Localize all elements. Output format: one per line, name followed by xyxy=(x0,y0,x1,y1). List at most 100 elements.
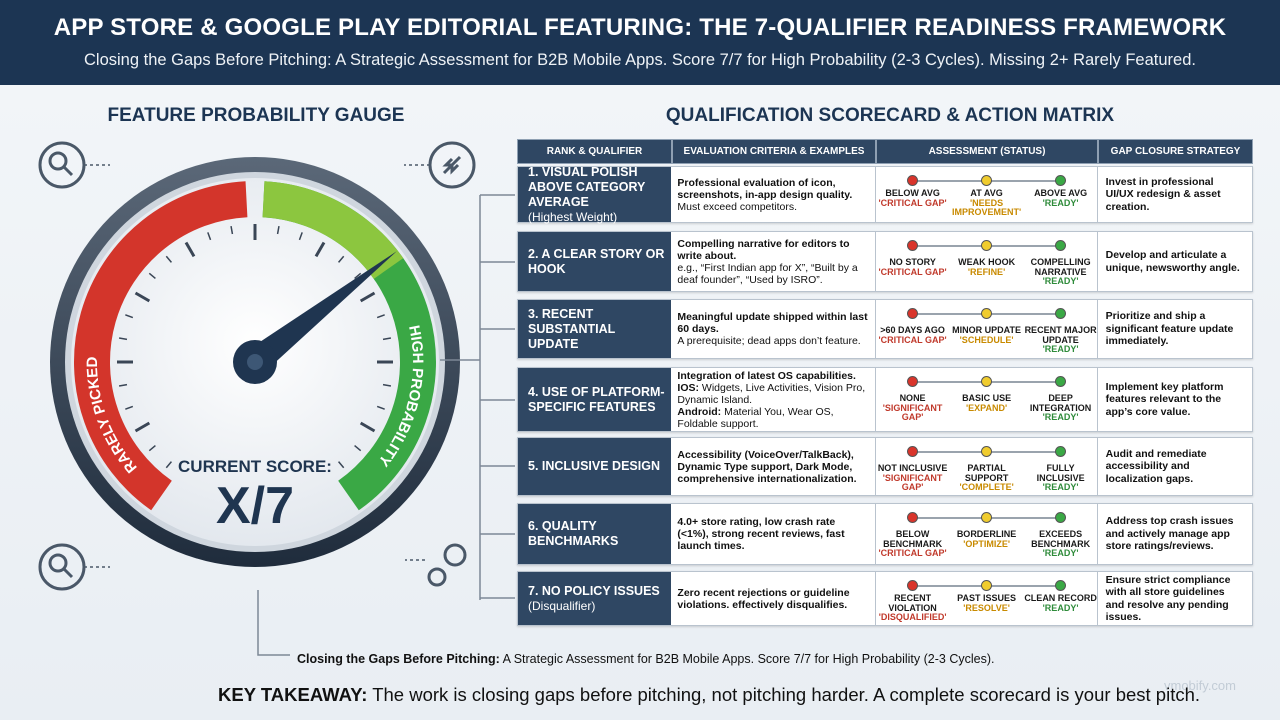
criteria-text: Material You, Wear OS, Foldable support. xyxy=(677,405,834,430)
status-cell: BELOW BENCHMARK 'CRITICAL GAP' BORDERLINE '… xyxy=(876,504,1098,564)
criteria-text: 4.0+ store rating, low crash rate (<1%),… xyxy=(677,516,845,552)
status: WEAK HOOK 'REFINE' xyxy=(950,257,1024,277)
status: NONE 'SIGNIFICANT GAP' xyxy=(876,393,950,423)
criteria-line: A prerequisite; dead apps don’t feature. xyxy=(677,335,868,347)
header-subtitle: Closing the Gaps Before Pitching: A Stra… xyxy=(84,51,1196,69)
column-header: ASSESSMENT (STATUS) xyxy=(876,139,1098,164)
icon-gear xyxy=(427,567,447,587)
qualifier: 3. RECENT SUBSTANTIAL UPDATE xyxy=(528,306,616,351)
gauge-tick xyxy=(230,225,234,235)
criteria-line: Must exceed competitors. xyxy=(677,201,868,213)
status-cell: NO STORY 'CRITICAL GAP' WEAK HOOK 'REFINE' C… xyxy=(876,232,1098,291)
status: >60 DAYS AGO 'CRITICAL GAP' xyxy=(876,325,950,345)
qualifier-cell: 5. INCLUSIVE DESIGN xyxy=(518,438,672,495)
header-title: APP STORE & GOOGLE PLAY EDITORIAL FEATUR… xyxy=(53,14,1227,41)
gauge-tick xyxy=(337,255,345,263)
gauge-title: FEATURE PROBABILITY GAUGE xyxy=(107,105,405,126)
connectors xyxy=(257,194,515,656)
criteria-text: Must exceed competitors. xyxy=(677,200,798,213)
criteria-text: Meaningful update shipped within last 60… xyxy=(677,311,868,335)
status-dot xyxy=(1055,240,1067,251)
status-cell: >60 DAYS AGO 'CRITICAL GAP' MINOR UPDATE 'S… xyxy=(876,300,1098,358)
criteria-cell: 4.0+ store rating, low crash rate (<1%),… xyxy=(671,504,876,564)
qualifier-cell: 3. RECENT SUBSTANTIAL UPDATE xyxy=(518,300,672,358)
status-tag: 'READY' xyxy=(1042,602,1079,613)
criteria-cell: Meaningful update shipped within last 60… xyxy=(671,300,876,358)
status-tag: 'SIGNIFICANT GAP' xyxy=(882,472,943,492)
caption: Closing the Gaps Before Pitching: A Stra… xyxy=(297,652,994,666)
status: BELOW AVG 'CRITICAL GAP' xyxy=(876,188,950,208)
criteria-line: Compelling narrative for editors to writ… xyxy=(677,238,868,262)
gauge-tick xyxy=(118,383,128,387)
caption-bold: Closing the Gaps Before Pitching: xyxy=(297,652,500,666)
gauge-tick xyxy=(148,272,156,280)
status-tag: 'CRITICAL GAP' xyxy=(878,548,947,558)
status-dot xyxy=(981,376,993,387)
scorecard-row: 2. A CLEAR STORY OR HOOK Compelling narra… xyxy=(517,231,1253,292)
gauge-hub-center xyxy=(247,354,263,370)
status: NO STORY 'CRITICAL GAP' xyxy=(876,257,950,277)
status-label: RECENT VIOLATION xyxy=(888,593,937,613)
status: CLEAN RECORD 'READY' xyxy=(1024,593,1098,613)
strategy: Implement key platform features relevant… xyxy=(1105,380,1224,418)
status-cell: RECENT VIOLATION 'DISQUALIFIED' PAST ISSUE… xyxy=(876,572,1098,625)
criteria-line: IOS: Widgets, Live Activities, Vision Pr… xyxy=(677,382,868,406)
icon-circle xyxy=(38,141,86,189)
status-label: MINOR UPDATE xyxy=(952,325,1021,335)
criteria-line: Accessibility (VoiceOver/TalkBack), Dyna… xyxy=(677,449,868,485)
gauge-tick xyxy=(354,272,362,280)
qualifier-cell: 6. QUALITY BENCHMARKS xyxy=(518,504,672,564)
status-dot xyxy=(907,240,919,251)
icon-magnifier xyxy=(48,151,68,171)
gauge-tick xyxy=(165,255,173,263)
status-tag: 'DISQUALIFIED' xyxy=(878,612,947,622)
status: COMPELLING NARRATIVE 'READY' xyxy=(1024,257,1098,287)
gauge-tick xyxy=(148,444,156,452)
qualifier: 2. A CLEAR STORY OR HOOK xyxy=(528,246,665,276)
status-tag: 'REFINE' xyxy=(967,266,1006,277)
strategy: Develop and articulate a unique, newswor… xyxy=(1105,249,1240,274)
gauge-tick xyxy=(382,337,392,341)
status-label: CLEAN RECORD xyxy=(1024,593,1097,603)
status-tag: 'SCHEDULE' xyxy=(959,334,1014,345)
gauge-tick xyxy=(354,444,362,452)
scorecard-row: 4. USE OF PLATFORM-SPECIFIC FEATURES Inte… xyxy=(517,367,1253,432)
gauge-low-band xyxy=(74,181,248,511)
status-dot xyxy=(981,175,993,186)
criteria-text: Android: xyxy=(677,405,722,418)
status-cell: BELOW AVG 'CRITICAL GAP' AT AVG 'NEEDS IMPR… xyxy=(876,167,1098,222)
qualifier: 6. QUALITY BENCHMARKS xyxy=(528,519,619,548)
status-dot xyxy=(981,512,993,523)
status-label: WEAK HOOK xyxy=(958,257,1016,267)
scorecard-row: 7. NO POLICY ISSUES (Disqualifier) Zero re… xyxy=(517,571,1253,626)
criteria-text: e.g., “First Indian app for X”, “Built b… xyxy=(677,261,858,286)
criteria-cell: Integration of latest OS capabilities. IO… xyxy=(671,368,876,431)
scorecard-row: 1. VISUAL POLISH ABOVE CATEGORY AVERAGE(… xyxy=(517,164,1253,224)
header: APP STORE & GOOGLE PLAY EDITORIAL FEATUR… xyxy=(0,0,1280,85)
status: NOT INCLUSIVE 'SIGNIFICANT GAP' xyxy=(876,463,950,493)
status-tag: 'RESOLVE' xyxy=(963,602,1010,613)
status-dot xyxy=(907,376,919,387)
status-tag: 'SIGNIFICANT GAP' xyxy=(882,402,943,422)
gauge-tick xyxy=(314,241,326,258)
column-header: GAP CLOSURE STRATEGY xyxy=(1098,139,1253,164)
status-dot xyxy=(907,580,919,591)
gauge-tick xyxy=(376,405,385,410)
gauge-high-band-light xyxy=(262,181,404,280)
status: FULLY INCLUSIVE 'READY' xyxy=(1024,463,1098,493)
status-tag: 'READY' xyxy=(1042,276,1079,286)
scorecard-row: 6. QUALITY BENCHMARKS 4.0+ store rating, … xyxy=(517,503,1253,565)
criteria-text: Widgets, Live Activities, Vision Pro, Dy… xyxy=(677,381,866,406)
qualifier: 7. NO POLICY ISSUES xyxy=(528,583,660,598)
status-dot xyxy=(981,446,993,457)
status-label: AT AVG xyxy=(970,188,1003,198)
criteria-text: Compelling narrative for editors to writ… xyxy=(677,237,850,262)
criteria-line: Professional evaluation of icon, screens… xyxy=(677,177,868,201)
status-dot xyxy=(907,308,919,319)
status-dot xyxy=(981,308,993,319)
status-tag: 'OPTIMIZE' xyxy=(963,538,1010,549)
icons xyxy=(38,141,476,591)
qualifier: 1. VISUAL POLISH ABOVE CATEGORY AVERAGE xyxy=(528,164,646,209)
column-header: EVALUATION CRITERIA & EXAMPLES xyxy=(672,139,876,164)
status-dot xyxy=(907,175,919,186)
